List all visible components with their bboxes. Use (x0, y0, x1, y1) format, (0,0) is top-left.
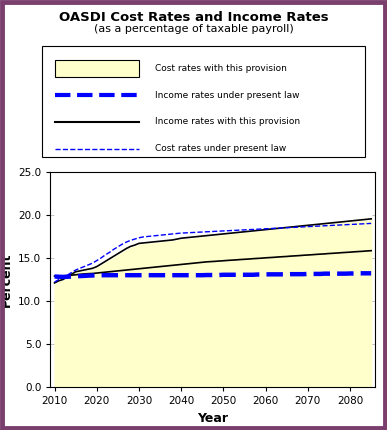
X-axis label: Year: Year (197, 412, 228, 424)
Text: (as a percentage of taxable payroll): (as a percentage of taxable payroll) (94, 24, 293, 34)
Text: Cost rates under present law: Cost rates under present law (155, 144, 286, 153)
FancyBboxPatch shape (42, 46, 365, 157)
Text: Income rates with this provision: Income rates with this provision (155, 117, 300, 126)
Text: OASDI Cost Rates and Income Rates: OASDI Cost Rates and Income Rates (59, 11, 328, 24)
Text: Cost rates with this provision: Cost rates with this provision (155, 64, 287, 73)
Y-axis label: Percent: Percent (0, 252, 13, 307)
Text: Income rates under present law: Income rates under present law (155, 91, 300, 100)
